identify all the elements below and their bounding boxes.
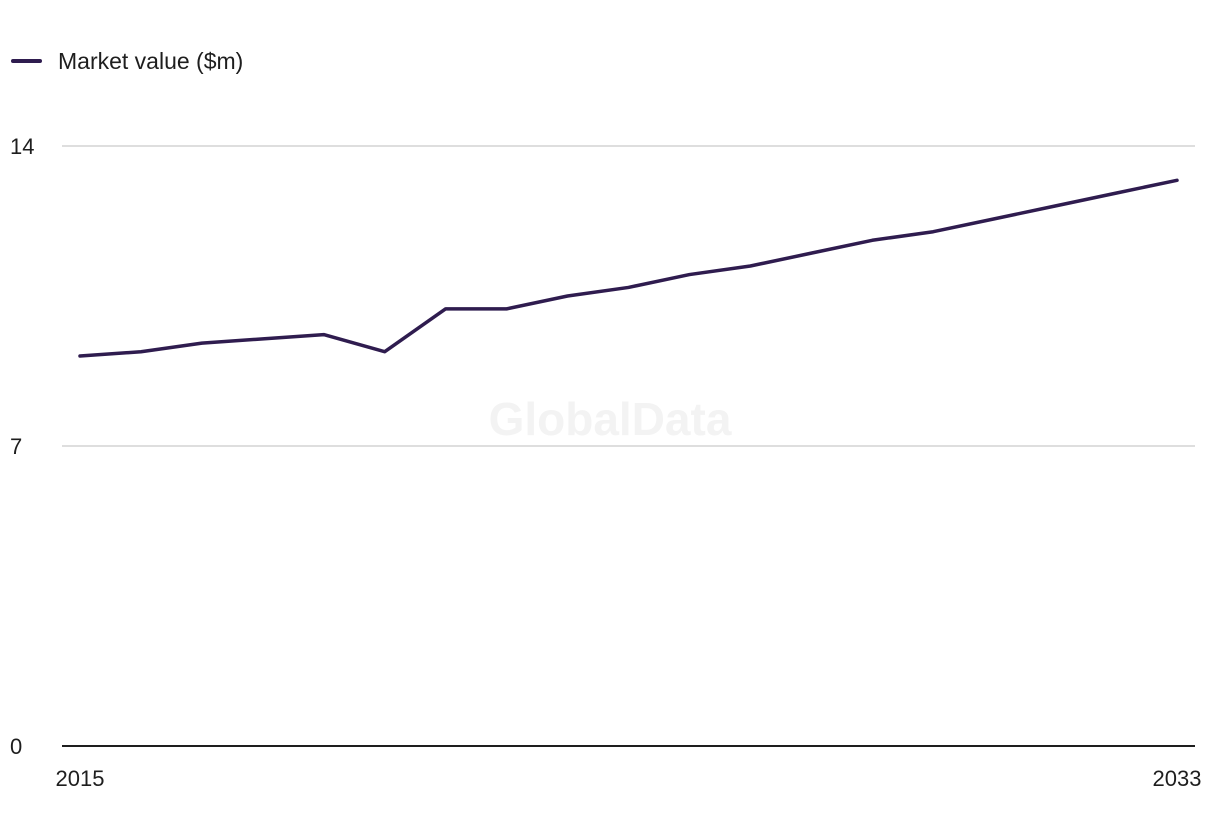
watermark-text: GlobalData: [489, 393, 732, 445]
x-tick-label: 2015: [56, 766, 105, 791]
grid-lines: [62, 145, 1195, 447]
series-line-market-value: [78, 178, 1179, 358]
legend-label: Market value ($m): [58, 48, 244, 74]
y-tick-label: 14: [10, 134, 34, 159]
y-tick-label: 7: [10, 434, 22, 459]
y-tick-label: 0: [10, 734, 22, 759]
y-axis-ticks: 0 7 14: [10, 134, 34, 759]
series-group: [78, 178, 1179, 358]
x-tick-label: 2033: [1153, 766, 1202, 791]
legend-swatch: [11, 59, 42, 63]
x-axis-ticks: 2015 2033: [56, 766, 1202, 791]
legend: Market value ($m): [11, 46, 243, 76]
